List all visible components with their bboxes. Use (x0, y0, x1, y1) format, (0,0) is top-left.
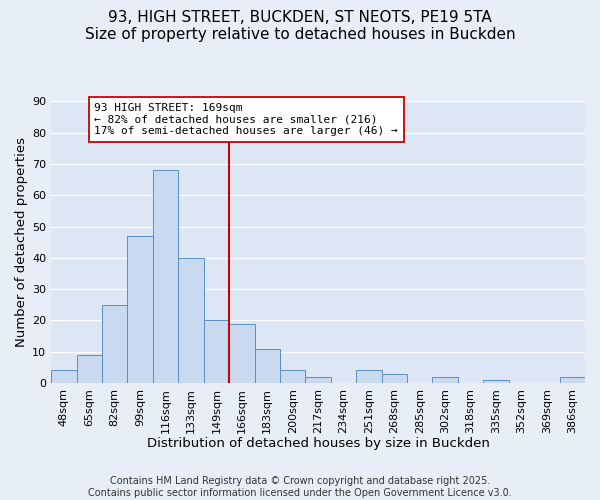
Text: 93, HIGH STREET, BUCKDEN, ST NEOTS, PE19 5TA
Size of property relative to detach: 93, HIGH STREET, BUCKDEN, ST NEOTS, PE19… (85, 10, 515, 42)
Text: Contains HM Land Registry data © Crown copyright and database right 2025.
Contai: Contains HM Land Registry data © Crown c… (88, 476, 512, 498)
Bar (203, 320, 229, 383)
X-axis label: Distribution of detached houses by size in Buckden: Distribution of detached houses by size … (146, 437, 490, 450)
Bar (153, 170, 178, 383)
Bar (560, 376, 585, 383)
Bar (280, 370, 305, 383)
Bar (127, 236, 153, 383)
Bar (229, 324, 254, 383)
Bar (305, 376, 331, 383)
Bar (382, 374, 407, 383)
Bar (77, 355, 102, 383)
Bar (178, 258, 203, 383)
Bar (51, 370, 77, 383)
Y-axis label: Number of detached properties: Number of detached properties (15, 137, 28, 347)
Bar (254, 348, 280, 383)
Bar (356, 370, 382, 383)
Bar (484, 380, 509, 383)
Bar (102, 305, 127, 383)
Text: 93 HIGH STREET: 169sqm
← 82% of detached houses are smaller (216)
17% of semi-de: 93 HIGH STREET: 169sqm ← 82% of detached… (94, 103, 398, 136)
Bar (433, 376, 458, 383)
